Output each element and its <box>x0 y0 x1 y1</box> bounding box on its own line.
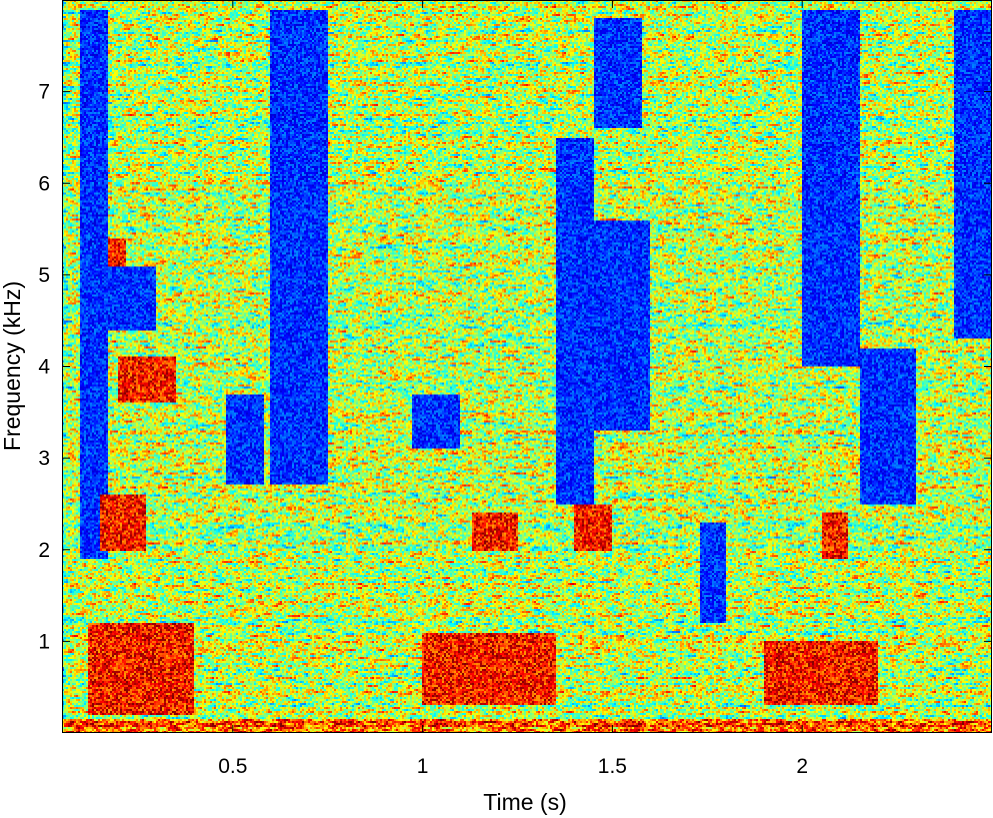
y-tick-label: 7 <box>38 81 50 104</box>
y-axis-label: Frequency (kHz) <box>0 281 25 451</box>
x-axis-ticks: 0.5 1 1.5 2 <box>218 0 808 778</box>
spectrogram-image <box>62 0 992 733</box>
plot-frame <box>62 0 992 733</box>
x-tick-label: 1 <box>417 755 429 778</box>
x-tick-label: 0.5 <box>218 755 247 778</box>
x-axis-label: Time (s) <box>483 789 566 815</box>
y-tick-label: 5 <box>38 264 50 287</box>
y-axis-ticks: 1 2 3 4 5 6 7 <box>38 81 992 653</box>
y-tick-label: 6 <box>38 172 50 195</box>
x-tick-label: 1.5 <box>598 755 627 778</box>
x-tick-label: 2 <box>796 755 808 778</box>
y-tick-label: 3 <box>38 447 50 470</box>
y-tick-label: 4 <box>38 356 50 379</box>
y-tick-label: 2 <box>38 539 50 562</box>
y-tick-label: 1 <box>38 630 50 653</box>
